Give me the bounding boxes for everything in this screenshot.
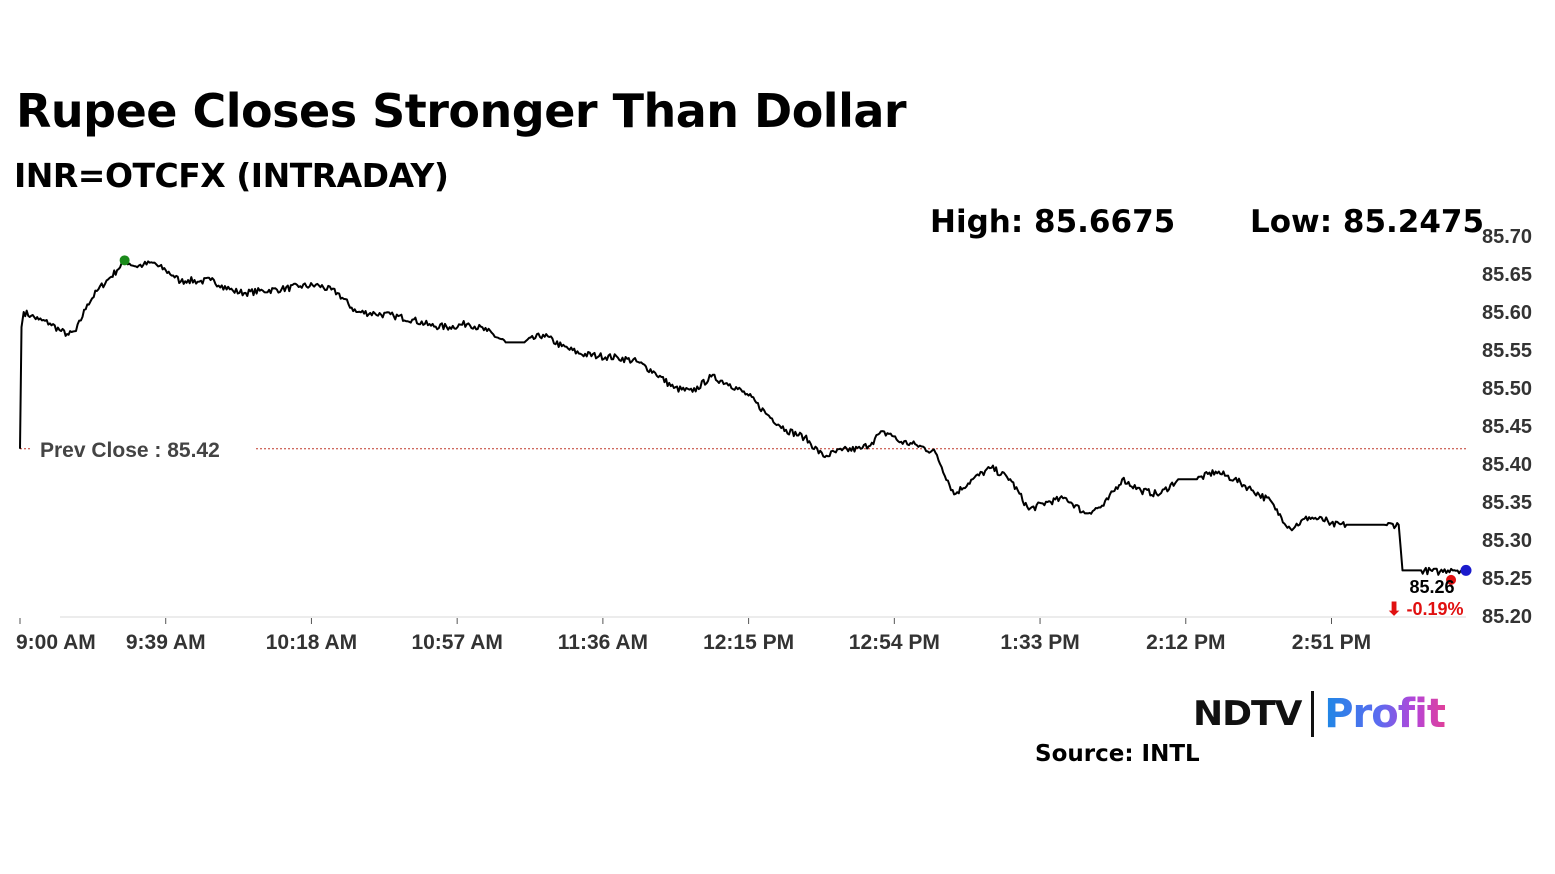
x-tick-label: 10:18 AM — [266, 631, 357, 654]
chart-title: Rupee Closes Stronger Than Dollar — [16, 84, 907, 138]
x-tick-label: 10:57 AM — [411, 631, 502, 654]
ndtv-profit-logo: NDTV Profit — [1193, 688, 1446, 740]
chart-subtitle: INR=OTCFX (INTRADAY) — [14, 156, 449, 195]
last-price-marker — [1460, 564, 1472, 576]
prev-close-label-bg — [32, 436, 256, 461]
source-note: Source: INTL — [1035, 741, 1200, 767]
x-tick-label: 2:12 PM — [1146, 631, 1225, 654]
x-tick-label: 11:36 AM — [558, 631, 648, 654]
price-series-line — [19, 258, 1463, 576]
y-tick-label: 85.45 — [1482, 416, 1532, 438]
y-tick-label: 85.25 — [1482, 568, 1532, 590]
y-tick-label: 85.65 — [1482, 264, 1532, 286]
x-tick-label: 12:15 PM — [703, 631, 794, 654]
change-percent-label: ⬇ -0.19% — [1386, 599, 1463, 619]
y-tick-label: 85.40 — [1482, 454, 1532, 476]
low-stat: Low: 85.2475 — [1250, 204, 1485, 240]
last-price-label: 85.26 — [1409, 577, 1454, 597]
y-tick-label: 85.55 — [1482, 340, 1532, 362]
y-tick-label: 85.50 — [1482, 378, 1532, 400]
x-axis: 9:00 AM 9:39 AM 10:18 AM 10:57 AM 11:36 AM 12… — [16, 618, 1371, 654]
x-tick-label: 12:54 PM — [849, 631, 940, 654]
low-marker — [1446, 574, 1457, 585]
brand-ndtv: NDTV — [1193, 694, 1302, 734]
y-tick-label: 85.35 — [1482, 492, 1532, 514]
x-tick-label: 2:51 PM — [1292, 631, 1371, 654]
x-tick-label: 9:39 AM — [126, 631, 206, 654]
y-tick-label: 85.20 — [1482, 606, 1532, 628]
y-tick-label: 85.30 — [1482, 530, 1532, 552]
y-tick-label: 85.60 — [1482, 302, 1532, 324]
y-axis: 85.70 85.65 85.60 85.55 85.50 85.45 85.40 85.35… — [1482, 226, 1532, 628]
high-stat: High: 85.6675 — [930, 204, 1176, 240]
x-tick-label: 9:00 AM — [16, 631, 96, 654]
prev-close-label: Prev Close : 85.42 — [40, 439, 220, 462]
y-tick-label: 85.70 — [1482, 226, 1532, 248]
brand-divider — [1311, 691, 1315, 737]
high-marker — [119, 255, 130, 266]
x-tick-label: 1:33 PM — [1000, 631, 1079, 654]
brand-profit: Profit — [1324, 691, 1446, 737]
